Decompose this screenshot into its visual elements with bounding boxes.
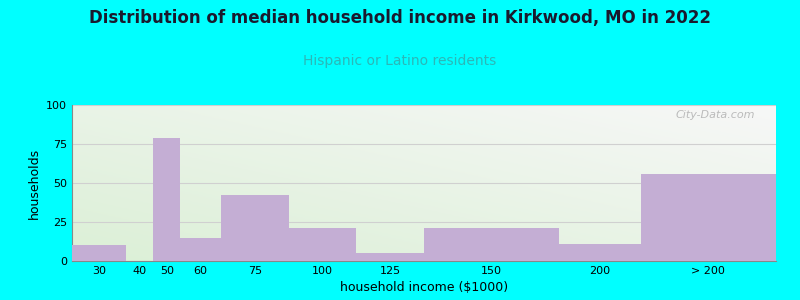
Bar [356,253,424,261]
Y-axis label: households: households [27,147,41,219]
Bar [641,174,776,261]
Bar [154,138,180,261]
Text: Hispanic or Latino residents: Hispanic or Latino residents [303,54,497,68]
Bar [180,238,221,261]
Text: City-Data.com: City-Data.com [675,110,755,120]
Bar [559,244,641,261]
Bar [221,196,289,261]
X-axis label: household income ($1000): household income ($1000) [340,281,508,294]
Bar [424,228,559,261]
Text: Distribution of median household income in Kirkwood, MO in 2022: Distribution of median household income … [89,9,711,27]
Bar [72,245,126,261]
Bar [289,228,356,261]
